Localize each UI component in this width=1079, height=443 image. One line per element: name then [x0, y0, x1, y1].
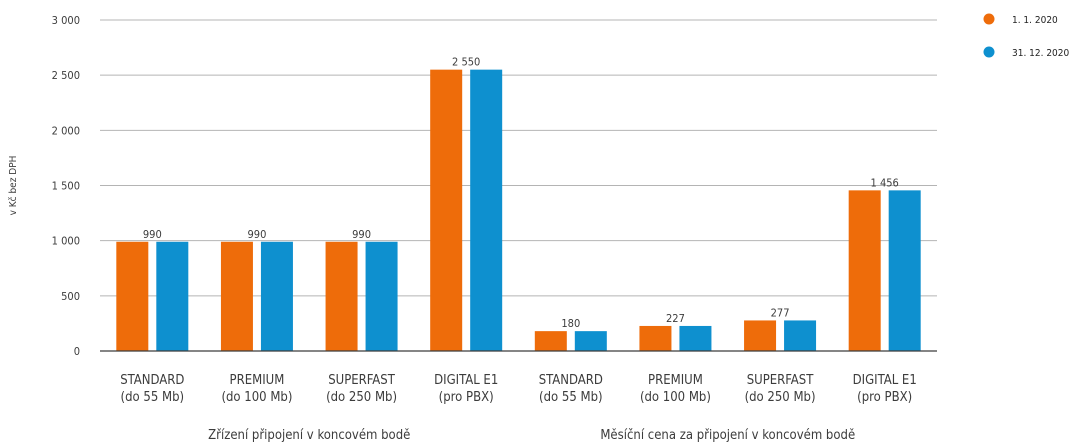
- group-label: Měsíční cena za připojení v koncovém bod…: [600, 428, 855, 443]
- y-tick-label: 3 000: [52, 14, 80, 27]
- y-tick-label: 500: [61, 290, 80, 303]
- bar: [848, 190, 881, 351]
- x-tick-label: PREMIUM: [230, 373, 285, 388]
- data-label: 180: [561, 317, 580, 330]
- x-tick-label: STANDARD: [120, 373, 184, 388]
- data-label: 2 550: [452, 56, 480, 69]
- x-tick-label-sub: (do 55 Mb): [539, 390, 603, 405]
- bar: [365, 241, 398, 351]
- data-label: 227: [666, 312, 685, 325]
- bar: [470, 69, 503, 352]
- x-tick-label: DIGITAL E1: [853, 373, 917, 388]
- x-tick-label: DIGITAL E1: [434, 373, 498, 388]
- data-label: 1 456: [871, 176, 899, 189]
- bar: [430, 69, 463, 352]
- bar: [116, 241, 149, 351]
- group-label: Zřízení připojení v koncovém bodě: [208, 428, 410, 443]
- x-tick-label: PREMIUM: [648, 373, 703, 388]
- bar: [784, 320, 817, 351]
- y-tick-label: 2 500: [52, 69, 80, 82]
- bar: [156, 241, 189, 351]
- data-label: 990: [143, 228, 162, 241]
- legend-label: 31. 12. 2020: [1012, 48, 1069, 59]
- x-tick-label: SUPERFAST: [747, 373, 815, 388]
- y-tick-label: 1 000: [52, 235, 80, 248]
- x-tick-label-sub: (do 100 Mb): [221, 390, 292, 405]
- bar: [888, 190, 921, 351]
- x-tick-label: STANDARD: [539, 373, 603, 388]
- data-label: 990: [247, 228, 266, 241]
- bar: [679, 325, 712, 351]
- y-axis-label: v Kč bez DPH: [7, 156, 19, 216]
- x-tick-label-sub: (do 250 Mb): [745, 390, 816, 405]
- bar: [220, 241, 253, 351]
- bar: [325, 241, 358, 351]
- y-tick-label: 2 000: [52, 124, 80, 137]
- x-tick-label-sub: (pro PBX): [439, 390, 494, 405]
- legend-marker: [983, 13, 995, 25]
- x-tick-label: SUPERFAST: [328, 373, 396, 388]
- bar: [744, 320, 777, 351]
- y-tick-label: 0: [74, 345, 80, 358]
- x-tick-label-sub: (pro PBX): [857, 390, 912, 405]
- data-label: 277: [771, 306, 790, 319]
- bar: [574, 331, 607, 351]
- legend-label: 1. 1. 2020: [1012, 15, 1058, 26]
- legend-marker: [983, 46, 995, 58]
- x-tick-label-sub: (do 250 Mb): [326, 390, 397, 405]
- x-tick-label-sub: (do 55 Mb): [121, 390, 185, 405]
- data-label: 990: [352, 228, 371, 241]
- bar: [534, 331, 567, 351]
- y-tick-label: 1 500: [52, 180, 80, 193]
- bar: [260, 241, 293, 351]
- x-tick-label-sub: (do 100 Mb): [640, 390, 711, 405]
- bar: [639, 325, 672, 351]
